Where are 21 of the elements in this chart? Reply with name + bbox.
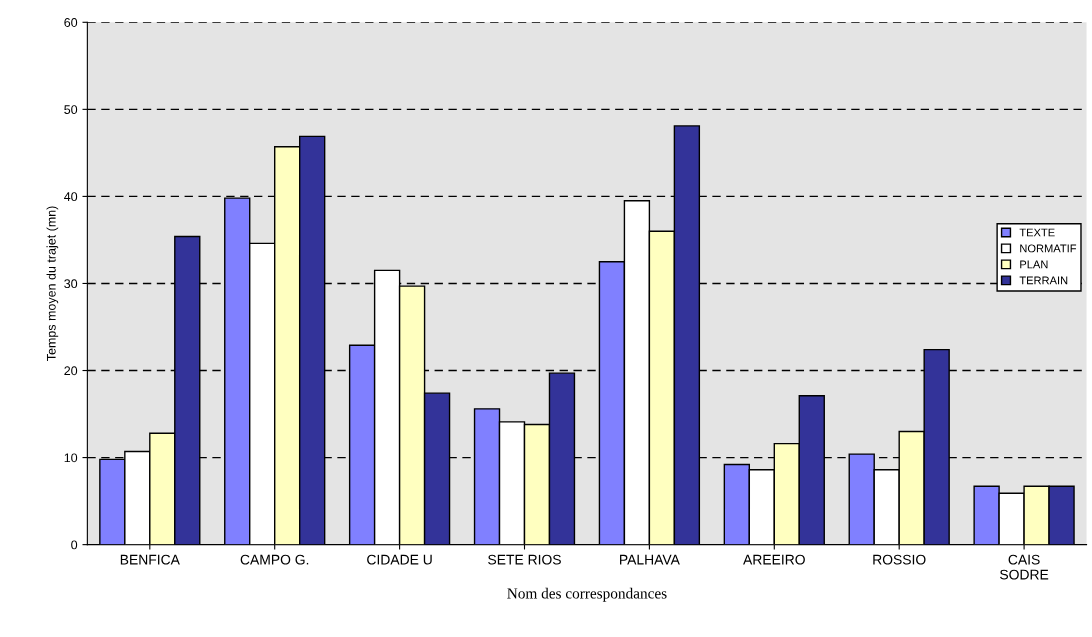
x-tick-label: SETE RIOS [488, 554, 561, 565]
y-tick-label: 50 [64, 105, 78, 114]
y-tick-label: 30 [64, 279, 78, 289]
legend-label: PLAN [1020, 260, 1048, 269]
x-tick-label: CAIS SODRE [1000, 554, 1049, 580]
x-tick-label: ROSSIO [873, 554, 926, 565]
x-tick-label: AREEIRO [743, 554, 805, 565]
x-tick-label: CAMPO G. [240, 554, 309, 565]
y-tick-label: 0 [71, 540, 78, 550]
x-tick-label: CIDADE U [367, 554, 432, 565]
legend-label: TEXTE [1019, 228, 1055, 237]
legend-label: TERRAIN [1019, 276, 1068, 285]
y-tick-label: 60 [64, 18, 78, 27]
y-tick-label: 20 [64, 366, 78, 376]
y-tick-label: 40 [64, 192, 78, 202]
legend-label: NORMATIF [1020, 244, 1077, 253]
x-tick-label: BENFICA [120, 554, 180, 565]
y-axis-title: Temps moyen du trajet (mn) [46, 206, 59, 361]
x-tick-label: PALHAVA [620, 554, 680, 565]
x-axis-title: Nom des correspondances [507, 587, 667, 602]
y-tick-label: 10 [64, 453, 78, 463]
